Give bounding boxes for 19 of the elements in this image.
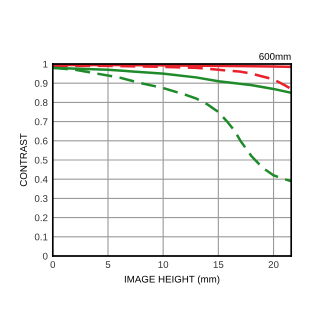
x-tick-label: 5 [106, 261, 110, 268]
x-tick-label: 10 [158, 261, 168, 268]
y-axis-title: CONTRAST [20, 133, 27, 186]
x-tick-label: 0 [50, 261, 56, 268]
y-tick-label: 0.7 [34, 118, 48, 126]
y-tick-label: 0.4 [34, 176, 48, 183]
y-tick-label: 0.5 [34, 156, 48, 164]
y-tick-label: 0.8 [34, 99, 48, 106]
x-axis-title: IMAGE HEIGHT (mm) [124, 275, 220, 285]
y-tick-label: 0.9 [34, 80, 48, 87]
x-tick-label: 20 [268, 261, 279, 268]
x-tick-label: 15 [214, 261, 224, 268]
y-tick-label: 1 [43, 60, 48, 68]
y-tick-label: 0 [42, 252, 48, 260]
y-tick-label: 0.6 [34, 138, 48, 144]
y-tick-label: 0.3 [34, 195, 48, 202]
chart-title: 600mm [259, 53, 291, 60]
y-tick-label: 0.1 [34, 234, 48, 240]
y-tick-label: 0.2 [34, 214, 48, 222]
